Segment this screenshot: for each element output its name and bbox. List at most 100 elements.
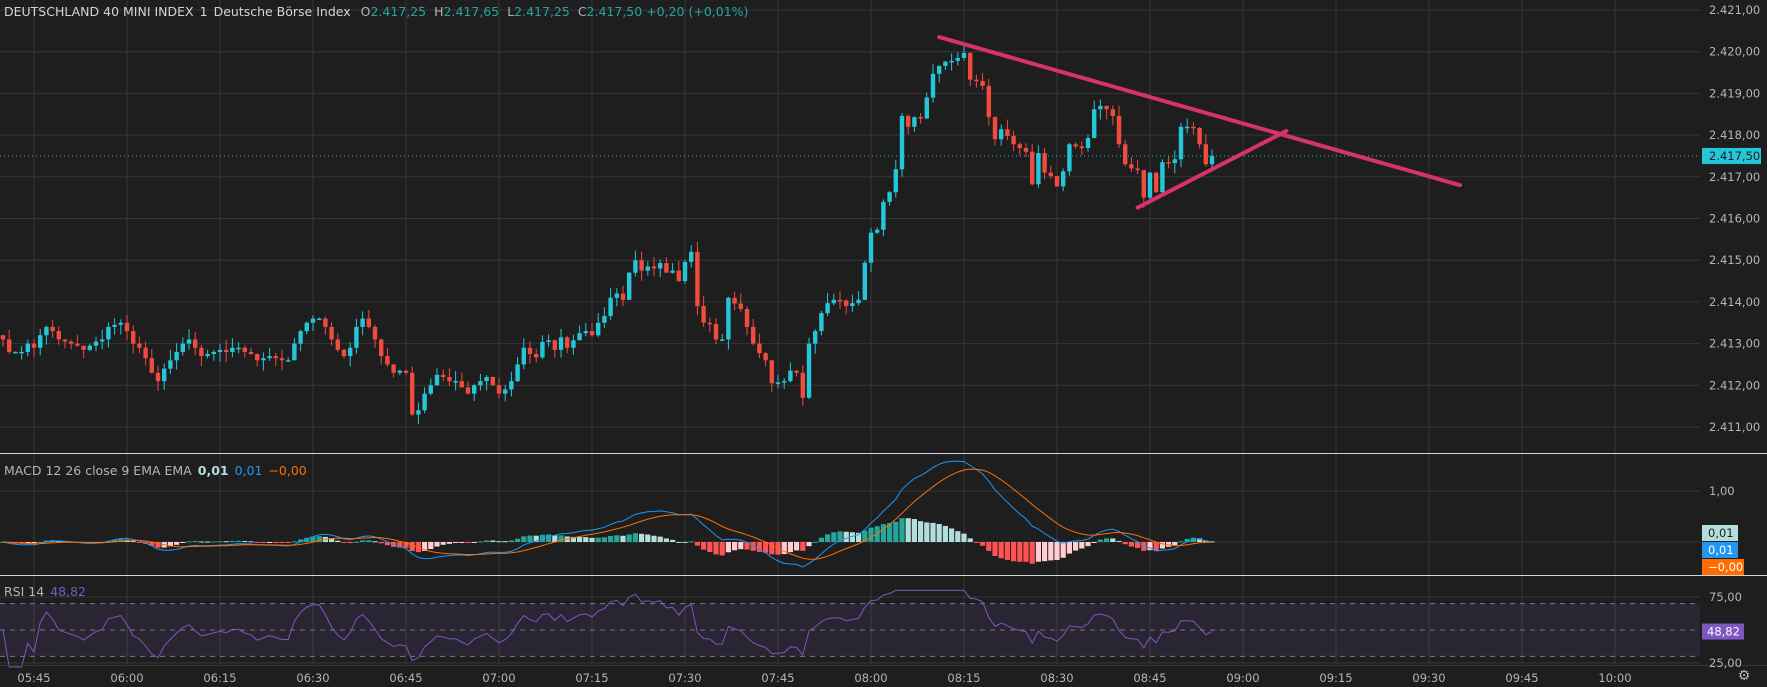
candle-up — [1147, 172, 1153, 198]
candle-up — [38, 335, 43, 348]
rsi-tick-label: 25,00 — [1709, 656, 1742, 670]
macd-histogram-bar — [887, 523, 893, 542]
macd-histogram-bar — [849, 532, 855, 542]
low-value: 2.417,25 — [514, 4, 570, 19]
macd-histogram-bar — [632, 533, 638, 542]
candle-up — [583, 331, 588, 334]
symbol-name[interactable]: DEUTSCHLAND 40 MINI INDEX — [4, 4, 194, 19]
candle-down — [242, 347, 247, 352]
candle-down — [732, 297, 737, 304]
macd-histogram-bar — [335, 540, 341, 542]
macd-histogram-bar — [980, 542, 986, 546]
macd-pane — [0, 460, 1215, 568]
macd-histogram-bar — [558, 535, 564, 542]
macd-histogram-bar — [899, 518, 905, 542]
macd-histogram-bar — [818, 537, 824, 542]
candle-up — [546, 340, 551, 342]
last-price-label: 2.417,50 — [1709, 149, 1760, 163]
macd-histogram-bar — [353, 541, 359, 543]
macd-histogram-bar — [1023, 542, 1029, 562]
macd-histogram-bar — [1104, 538, 1110, 542]
candle-down — [1042, 153, 1047, 173]
candle-down — [1129, 164, 1134, 169]
trendline-ascending-support[interactable] — [1135, 128, 1289, 210]
candle-down — [149, 358, 154, 373]
trendlines[interactable] — [937, 35, 1462, 210]
price-tick-label: 2.416,00 — [1709, 212, 1760, 226]
candle-up — [317, 318, 322, 321]
macd-histogram-bar — [955, 531, 961, 542]
candle-down — [769, 360, 774, 384]
macd-label[interactable]: MACD 12 26 close 9 EMA EMA — [4, 463, 192, 478]
macd-histogram-bar — [453, 542, 459, 543]
candle-down — [131, 331, 136, 344]
candle-down — [906, 115, 911, 127]
macd-tick-label: 1,00 — [1709, 484, 1735, 498]
macd-histogram-bar — [217, 541, 223, 543]
candle-up — [961, 52, 967, 58]
macd-histogram-bar — [825, 534, 831, 542]
candle-up — [186, 339, 192, 344]
candle-down — [986, 85, 991, 118]
rsi-band — [0, 603, 1700, 657]
macd-histogram-bar — [626, 534, 632, 542]
candle-up — [862, 262, 867, 300]
rsi-label[interactable]: RSI 14 — [4, 584, 45, 599]
trendline-descending-resistance[interactable] — [937, 35, 1462, 188]
candle-up — [1036, 153, 1041, 185]
macd-histogram-bar — [1147, 542, 1153, 551]
rsi-badge — [1702, 623, 1744, 640]
macd-histogram-bar — [1097, 539, 1103, 542]
candle-up — [168, 360, 173, 369]
interval[interactable]: 1 — [199, 4, 208, 19]
chart-settings-icon[interactable]: ⚙ — [1737, 668, 1751, 684]
candle-down — [565, 337, 570, 348]
macd-histogram-bar — [992, 542, 998, 556]
macd-histogram-bar — [676, 541, 682, 543]
candle-up — [540, 341, 545, 358]
macd-histogram-bar — [781, 542, 787, 555]
candle-down — [757, 343, 762, 354]
candle-up — [775, 382, 781, 384]
macd-badge-label: 0,01 — [1708, 543, 1734, 557]
macd-value: 0,01 — [234, 463, 263, 478]
candle-down — [255, 354, 260, 361]
macd-histogram-bar — [663, 538, 669, 542]
candle-down — [676, 270, 681, 282]
macd-histogram-bar — [1135, 542, 1141, 549]
change-value: +0,20 (+0,01%) — [646, 4, 749, 19]
macd-histogram-bar — [1166, 542, 1172, 547]
candle-up — [453, 381, 458, 383]
grid — [0, 0, 1700, 665]
axes: 2.421,00 2.420,00 2.419,00 2.418,00 2.417,00… — [0, 3, 1767, 685]
macd-histogram-bar — [744, 542, 750, 550]
candle-down — [1005, 129, 1010, 136]
candle-down — [273, 356, 278, 359]
time-tick-label: 07:30 — [668, 671, 701, 685]
macd-histogram-bar — [738, 542, 744, 550]
macd-histogram-bar — [508, 540, 514, 542]
candle-down — [62, 339, 68, 342]
candle-up — [682, 261, 688, 282]
macd-histogram-bar — [973, 542, 979, 543]
candle-up — [689, 251, 694, 262]
macd-histogram-bar — [961, 533, 967, 542]
macd-histogram-bar — [880, 524, 886, 542]
macd-histogram-bar — [1029, 542, 1035, 564]
rsi-legend: RSI 14 48,82 — [4, 584, 86, 599]
macd-histogram-bar — [942, 525, 948, 542]
candle-down — [56, 331, 61, 340]
macd-histogram-bar — [477, 541, 483, 543]
candle-up — [428, 385, 433, 394]
candle-up — [397, 370, 402, 373]
macd-histogram-bar — [136, 542, 142, 543]
candle-up — [304, 322, 309, 332]
macd-histogram-bar — [198, 541, 204, 543]
candle-down — [1141, 170, 1146, 198]
macd-histogram-bar — [657, 536, 663, 542]
candle-down — [279, 358, 285, 361]
macd-histogram-bar — [1110, 538, 1116, 542]
candle-up — [472, 385, 477, 394]
macd-histogram-bar — [533, 535, 539, 542]
